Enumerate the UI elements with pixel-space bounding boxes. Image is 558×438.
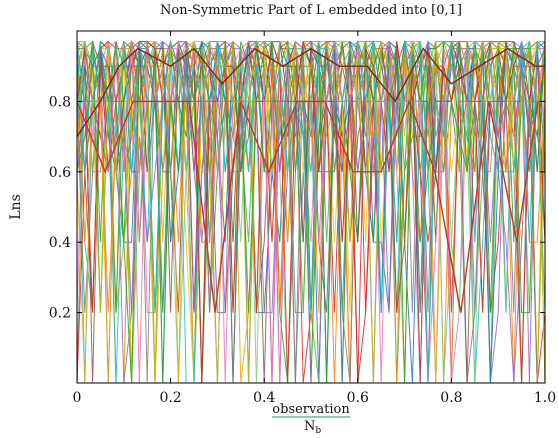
- highlight-series-line-1: [77, 99, 539, 313]
- x-tick-label: 0.8: [440, 390, 462, 406]
- plot-frame: [76, 30, 546, 384]
- x-axis-label-denominator-sub: b: [315, 426, 321, 436]
- dense-series-line: [77, 40, 545, 383]
- dense-series-line: [77, 40, 545, 383]
- y-tick-label: 0.8: [49, 94, 71, 110]
- y-axis-label: Lns: [8, 194, 24, 220]
- x-axis-label-denominator-main: N: [304, 419, 315, 434]
- highlight-layer: [77, 47, 545, 313]
- dense-series-line: [77, 40, 545, 383]
- y-tick-label: 0.4: [49, 235, 71, 251]
- x-tick-label: 1.0: [534, 390, 556, 406]
- y-tick-label: 0.6: [49, 165, 71, 181]
- x-tick-label: 0.6: [347, 390, 369, 406]
- x-tick-label: 0: [73, 390, 82, 406]
- highlight-series-line-2: [77, 47, 545, 137]
- tick-layer: 0 0.2 0.4 0.6 0.8 1.0 0.2 0.4 0.6 0.8: [49, 31, 556, 406]
- x-axis-label-numerator: observation: [272, 402, 350, 417]
- dense-series-line: [77, 40, 545, 383]
- chart-title: Non-Symmetric Part of L embedded into [0…: [160, 3, 462, 18]
- y-tick-label: 0.2: [49, 306, 71, 322]
- x-axis-label-denominator: Nb: [304, 419, 321, 436]
- x-tick-label: 0.2: [159, 390, 181, 406]
- x-tick-label: 0.4: [253, 390, 275, 406]
